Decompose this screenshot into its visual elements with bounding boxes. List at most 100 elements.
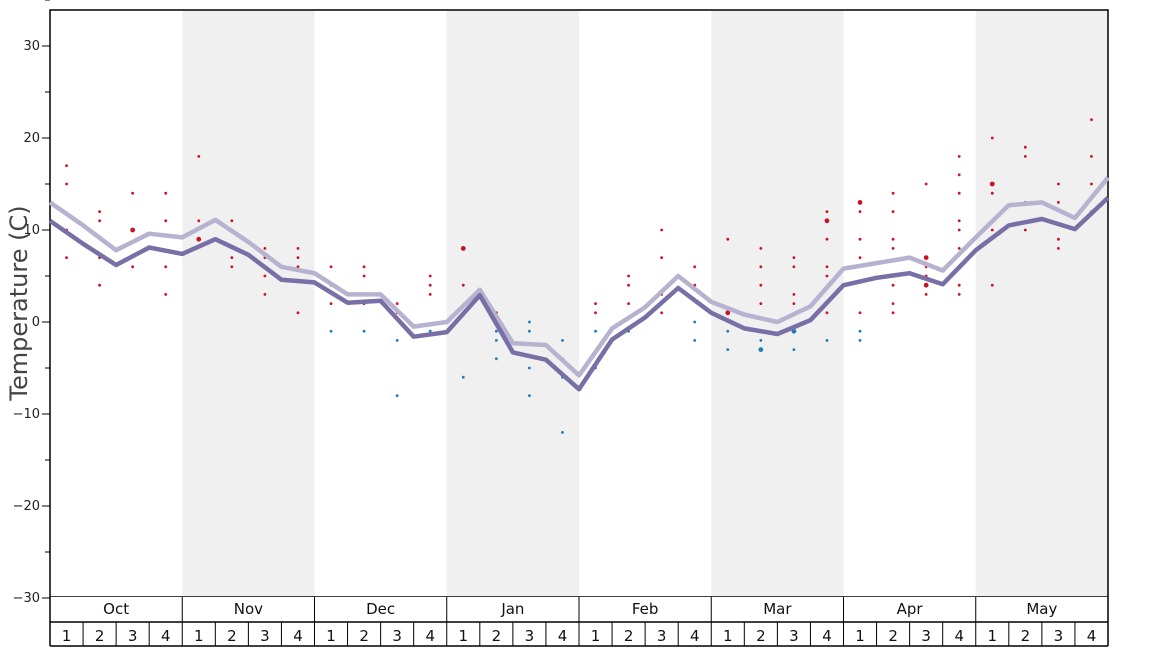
week-label: 2 bbox=[888, 627, 898, 645]
observation-point bbox=[627, 283, 630, 287]
observation-point bbox=[726, 329, 730, 333]
week-label: 1 bbox=[855, 627, 865, 645]
observation-point bbox=[296, 265, 300, 269]
month-label-apr: Apr bbox=[897, 600, 924, 618]
observation-point bbox=[98, 283, 101, 287]
observation-point bbox=[230, 256, 234, 259]
y-tick-label: 0 bbox=[32, 315, 40, 330]
observation-point bbox=[329, 302, 333, 305]
observation-point bbox=[561, 431, 564, 434]
observation-point bbox=[296, 247, 300, 250]
observation-point bbox=[957, 283, 961, 287]
week-label: 3 bbox=[657, 627, 667, 645]
week-label: 1 bbox=[988, 627, 998, 645]
observation-point bbox=[726, 348, 730, 351]
observation-point bbox=[1023, 228, 1027, 232]
observation-point bbox=[196, 236, 202, 242]
observation-point bbox=[891, 247, 895, 250]
observation-point bbox=[825, 210, 829, 214]
observation-point bbox=[891, 283, 895, 287]
month-label-jan: Jan bbox=[500, 600, 524, 618]
observation-point bbox=[924, 293, 928, 296]
observation-point bbox=[825, 237, 829, 241]
week-label: 3 bbox=[525, 627, 535, 645]
observation-point bbox=[329, 329, 333, 333]
observation-point bbox=[989, 181, 995, 187]
observation-point bbox=[792, 348, 796, 351]
observation-point bbox=[528, 366, 531, 370]
observation-point bbox=[825, 339, 829, 342]
observation-point bbox=[693, 265, 697, 269]
observation-point bbox=[1057, 201, 1060, 204]
observation-point bbox=[957, 293, 961, 296]
observation-point bbox=[627, 302, 630, 305]
week-label: 3 bbox=[789, 627, 799, 645]
month-label-oct: Oct bbox=[103, 600, 129, 618]
week-label: 3 bbox=[260, 627, 270, 645]
week-label: 3 bbox=[1054, 627, 1064, 645]
week-label: 4 bbox=[822, 627, 832, 645]
observation-point bbox=[1057, 237, 1060, 241]
observation-point bbox=[528, 320, 531, 324]
observation-point bbox=[824, 218, 830, 224]
observation-point bbox=[230, 219, 234, 223]
observation-point bbox=[758, 347, 764, 352]
week-label: 4 bbox=[293, 627, 303, 645]
week-label: 1 bbox=[459, 627, 469, 645]
observation-point bbox=[858, 311, 862, 315]
observation-point bbox=[891, 191, 895, 195]
observation-point bbox=[197, 219, 201, 223]
observation-point bbox=[131, 265, 135, 269]
observation-point bbox=[594, 302, 597, 305]
week-label: 2 bbox=[624, 627, 634, 645]
observation-point bbox=[858, 329, 862, 333]
month-label-may: May bbox=[1026, 600, 1057, 618]
y-tick-label: −20 bbox=[13, 499, 40, 514]
series-lines bbox=[48, 176, 1110, 392]
series-line-upper bbox=[48, 176, 1110, 378]
observation-point bbox=[858, 210, 862, 214]
observation-point bbox=[924, 182, 928, 186]
y-axis: 30 20 10 0 −10 −20 −30 bbox=[13, 0, 50, 606]
observation-point bbox=[296, 311, 300, 315]
observation-point bbox=[957, 219, 961, 223]
observation-point bbox=[594, 329, 597, 333]
observation-point bbox=[1057, 182, 1060, 186]
observation-point bbox=[660, 311, 664, 315]
observation-point bbox=[494, 339, 498, 342]
week-label: 3 bbox=[392, 627, 402, 645]
observation-point bbox=[660, 228, 664, 232]
observation-point bbox=[428, 274, 432, 278]
observation-point bbox=[759, 339, 763, 342]
week-label: 2 bbox=[95, 627, 105, 645]
observation-point bbox=[230, 265, 234, 269]
observation-point bbox=[858, 339, 862, 342]
observation-point bbox=[428, 293, 432, 296]
week-label: 3 bbox=[128, 627, 138, 645]
observation-point bbox=[792, 293, 796, 296]
observation-point bbox=[528, 394, 531, 397]
observation-point bbox=[825, 265, 829, 269]
observation-point bbox=[428, 329, 432, 333]
shade-may bbox=[975, 10, 1108, 597]
week-label: 1 bbox=[194, 627, 204, 645]
observation-point bbox=[759, 265, 763, 269]
observation-point bbox=[65, 182, 68, 186]
observation-point bbox=[1090, 182, 1093, 186]
observation-point bbox=[528, 329, 531, 333]
observation-point bbox=[957, 173, 961, 177]
observation-point bbox=[1023, 155, 1027, 158]
y-tick-label: −10 bbox=[13, 407, 40, 422]
observation-point bbox=[858, 237, 862, 241]
observation-point bbox=[1057, 247, 1060, 250]
month-label-nov: Nov bbox=[234, 600, 263, 618]
observation-point bbox=[98, 219, 101, 223]
observation-point bbox=[362, 329, 366, 333]
observation-point bbox=[1090, 118, 1093, 121]
shade-nov bbox=[182, 10, 315, 597]
week-label: 4 bbox=[161, 627, 171, 645]
observation-point bbox=[990, 228, 994, 232]
observation-point bbox=[957, 228, 961, 232]
observation-point bbox=[693, 320, 697, 324]
